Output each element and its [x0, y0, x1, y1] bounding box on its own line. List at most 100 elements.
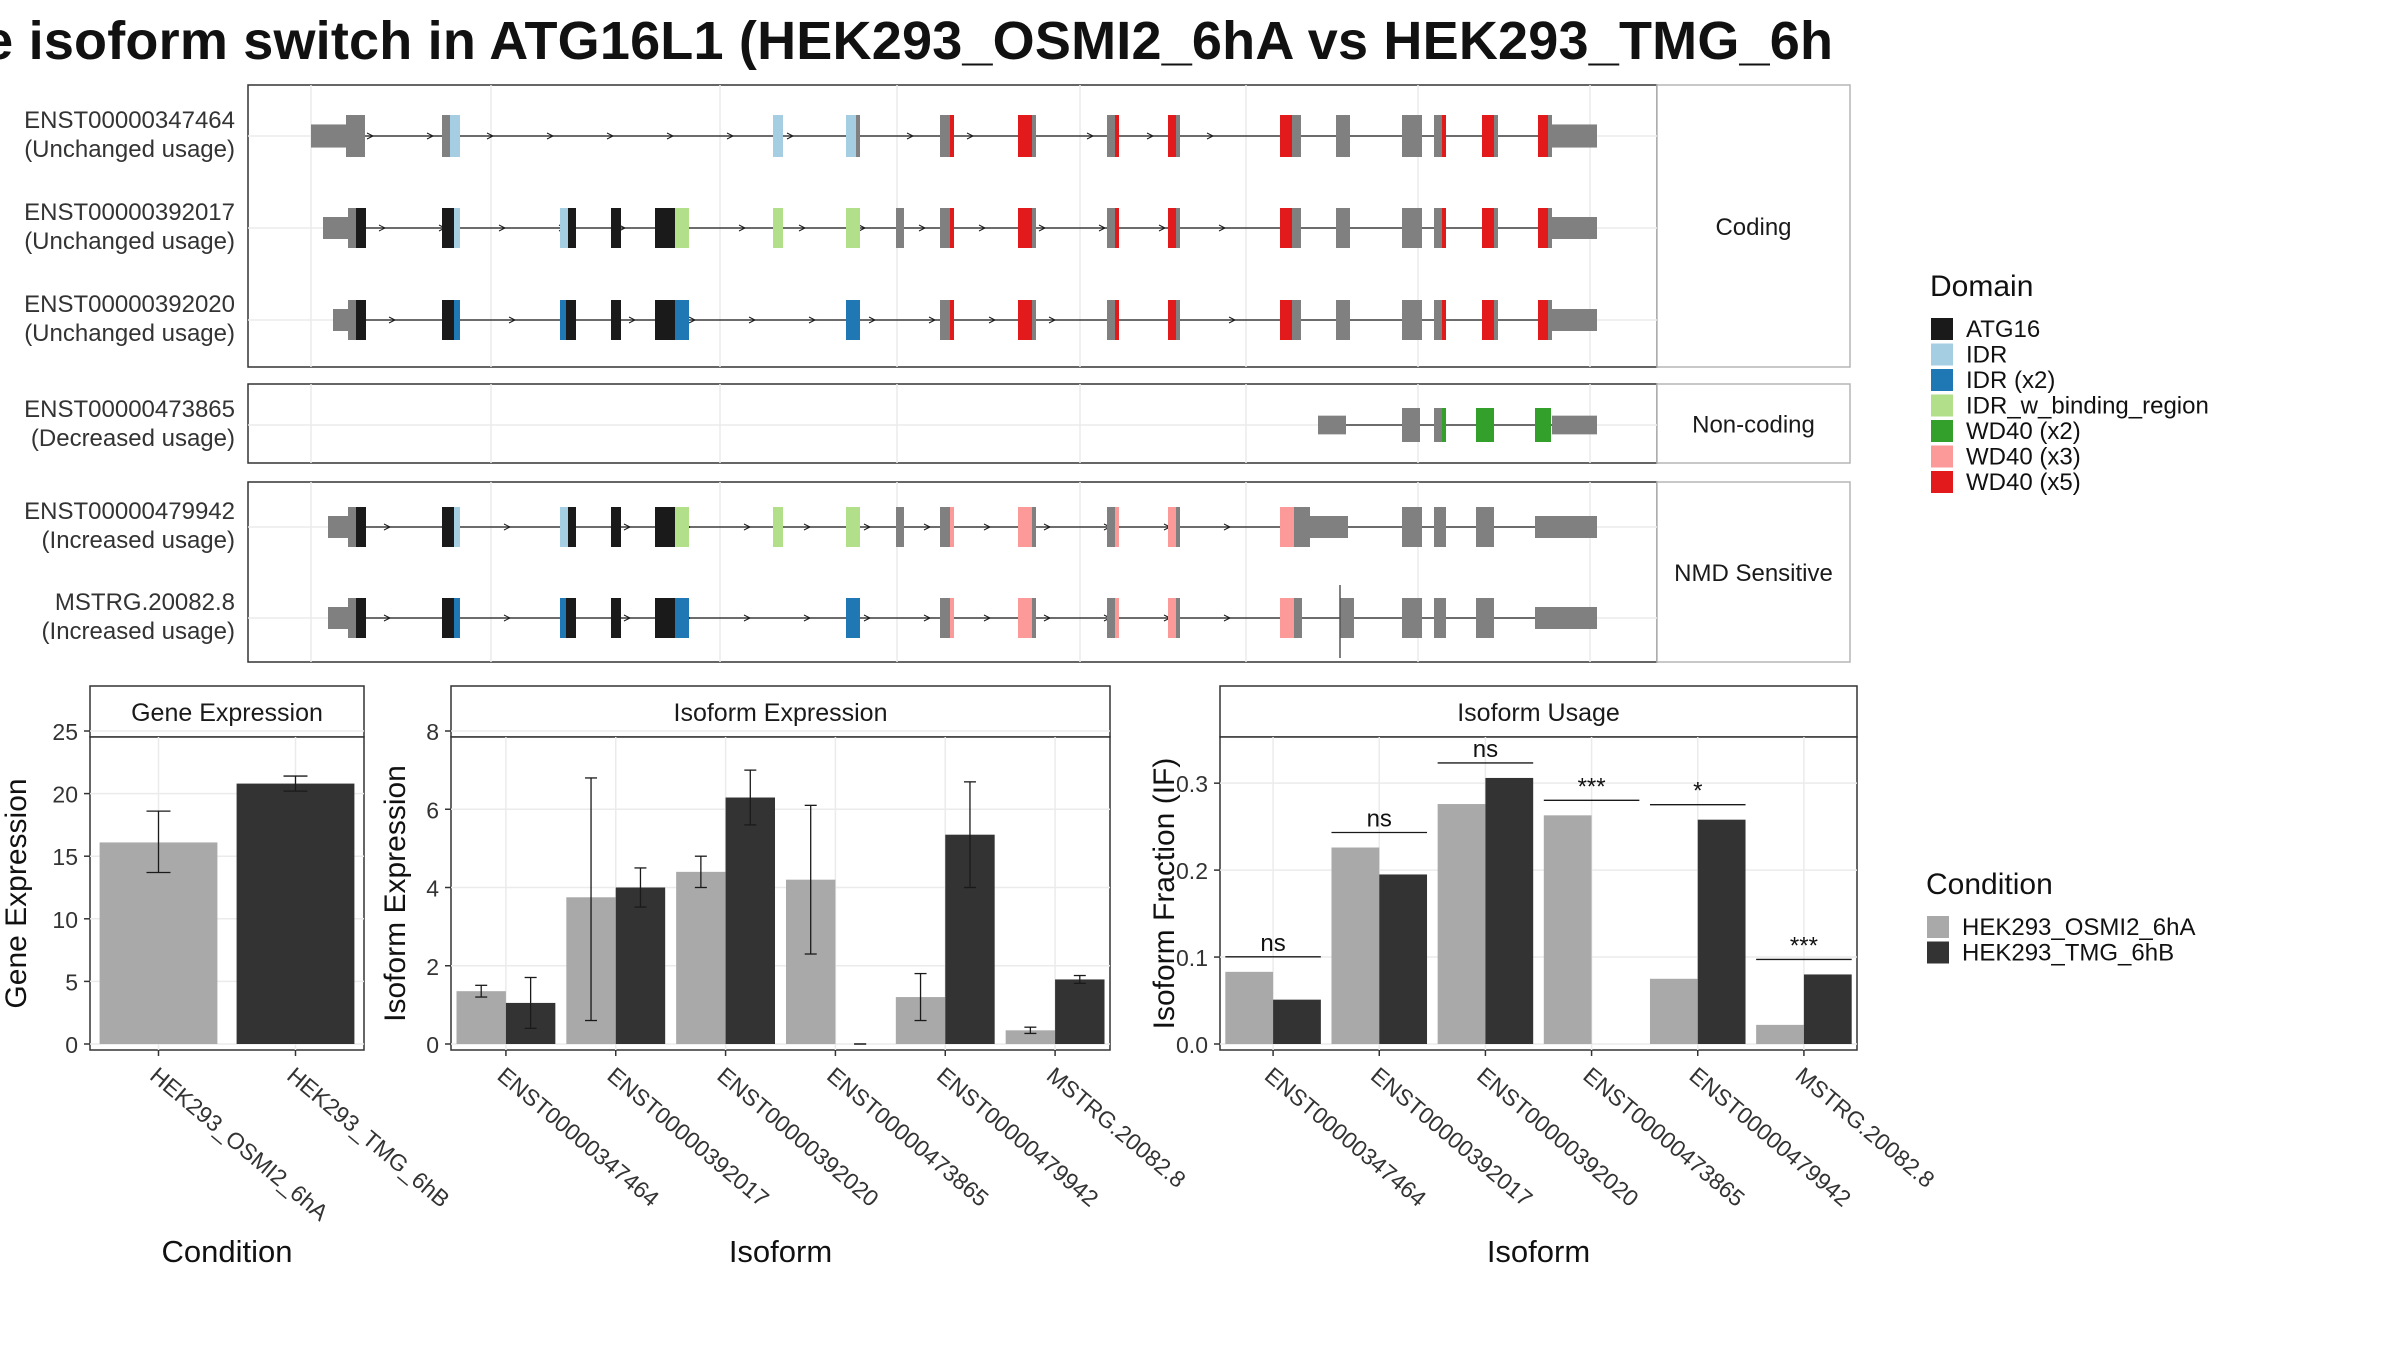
- bar: [615, 887, 666, 1044]
- exon: [846, 300, 860, 340]
- exon: [1280, 208, 1292, 248]
- exon: [1434, 408, 1442, 442]
- exon: [655, 507, 675, 547]
- exon: [846, 507, 860, 547]
- exon: [1482, 115, 1494, 157]
- significance-label: ns: [1260, 930, 1285, 957]
- bar: [1055, 979, 1105, 1044]
- strand-arrow: [383, 614, 392, 622]
- exon: [1032, 115, 1036, 157]
- strand-arrow: [858, 224, 867, 232]
- exon: [1176, 507, 1180, 547]
- exon: [568, 208, 576, 248]
- significance-label: *: [1693, 778, 1702, 805]
- exon: [1434, 115, 1442, 157]
- exon: [1168, 115, 1176, 157]
- exon: [611, 300, 621, 340]
- exon: [1310, 516, 1348, 538]
- strand-arrow: [366, 132, 375, 140]
- exon: [846, 598, 860, 638]
- exon: [1535, 516, 1597, 538]
- strand-arrow: [688, 316, 697, 324]
- strand-arrow: [388, 316, 397, 324]
- exon: [1018, 300, 1032, 340]
- exon: [655, 300, 675, 340]
- strand-arrow: [1228, 316, 1237, 324]
- exon: [1442, 208, 1446, 248]
- legend-label: WD40 (x3): [1966, 444, 2081, 471]
- exon: [454, 598, 460, 638]
- significance-label: ns: [1367, 806, 1392, 833]
- strand-arrow: [498, 224, 507, 232]
- exon: [940, 598, 950, 638]
- strand-arrow: [966, 132, 975, 140]
- exon: [1032, 507, 1036, 547]
- y-tick-label: 10: [52, 907, 78, 933]
- exon: [1176, 300, 1180, 340]
- facet-strip-label: Non-coding: [1692, 412, 1815, 439]
- facet-strip-label: Coding: [1715, 214, 1791, 241]
- exon: [1168, 507, 1176, 547]
- exon: [1552, 124, 1597, 148]
- exon: [348, 208, 356, 248]
- strand-arrow: [863, 523, 872, 531]
- exon: [1434, 598, 1446, 638]
- exon: [356, 598, 366, 638]
- strand-arrow: [743, 614, 752, 622]
- exon: [1535, 408, 1551, 442]
- legend-label: HEK293_OSMI2_6hA: [1962, 914, 2195, 941]
- exon: [950, 598, 954, 638]
- legend-key: [1927, 916, 1949, 938]
- panel-title: Isoform Expression: [674, 699, 888, 727]
- exon: [566, 300, 576, 340]
- exon: [950, 507, 954, 547]
- exon: [611, 598, 621, 638]
- x-axis-label: Condition: [162, 1234, 293, 1269]
- legend-label: WD40 (x5): [1966, 469, 2081, 496]
- exon: [568, 507, 576, 547]
- bar: [1649, 978, 1698, 1044]
- y-tick-label: 4: [426, 876, 439, 902]
- significance-label: ***: [1790, 932, 1818, 959]
- exon: [1032, 208, 1036, 248]
- strand-arrow: [803, 523, 812, 531]
- exon: [1442, 408, 1446, 442]
- strand-arrow: [503, 614, 512, 622]
- bar: [1331, 847, 1380, 1044]
- strand-arrow: [798, 224, 807, 232]
- strand-arrow: [928, 316, 937, 324]
- transcript-usage: (Increased usage): [42, 618, 235, 645]
- strand-arrow: [803, 614, 812, 622]
- exon: [333, 309, 348, 331]
- exon: [1115, 115, 1119, 157]
- transcript-usage: (Unchanged usage): [24, 320, 235, 347]
- panel-title: Isoform Usage: [1457, 699, 1620, 727]
- strand-arrow: [503, 523, 512, 531]
- exon: [1107, 598, 1115, 638]
- exon: [611, 208, 621, 248]
- exon: [566, 598, 576, 638]
- y-tick-label: 0.1: [1176, 945, 1208, 971]
- exon: [560, 598, 566, 638]
- bar: [99, 842, 218, 1044]
- exon: [328, 516, 348, 538]
- exon: [896, 507, 904, 547]
- exon: [1442, 115, 1446, 157]
- bar: [1485, 777, 1534, 1044]
- exon: [1292, 300, 1301, 340]
- exon: [1402, 208, 1422, 248]
- exon: [1538, 208, 1548, 248]
- y-axis-label: Isoform Expression: [379, 765, 412, 1022]
- exon: [1018, 598, 1032, 638]
- exon: [356, 208, 366, 248]
- bar: [1437, 804, 1486, 1044]
- strand-arrow: [1223, 614, 1232, 622]
- strand-arrow: [923, 614, 932, 622]
- legend-label: IDR: [1966, 342, 2007, 369]
- y-tick-label: 8: [426, 719, 439, 745]
- exon: [348, 598, 356, 638]
- strand-arrow: [666, 132, 675, 140]
- exon: [1280, 300, 1292, 340]
- exon: [560, 507, 568, 547]
- exon: [1548, 115, 1552, 157]
